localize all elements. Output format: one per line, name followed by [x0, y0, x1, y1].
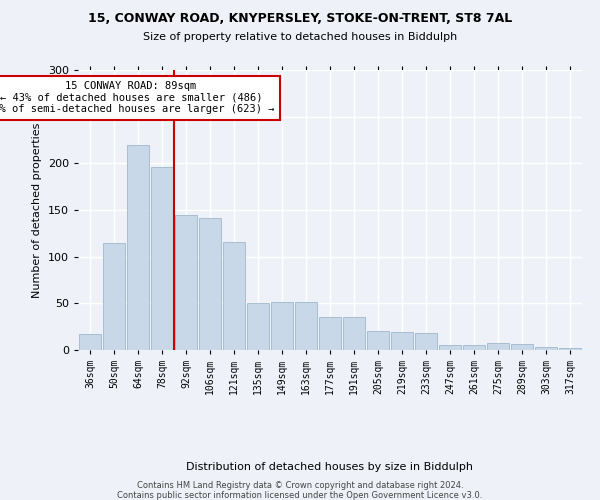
Bar	[247, 304, 269, 350]
Bar	[367, 332, 389, 350]
Text: 15 CONWAY ROAD: 89sqm
← 43% of detached houses are smaller (486)
55% of semi-det: 15 CONWAY ROAD: 89sqm ← 43% of detached …	[0, 81, 275, 114]
Bar	[103, 242, 125, 350]
Bar	[151, 167, 173, 350]
Text: Distribution of detached houses by size in Biddulph: Distribution of detached houses by size …	[187, 462, 473, 472]
Bar	[127, 144, 149, 350]
Bar	[487, 342, 509, 350]
Bar	[391, 332, 413, 350]
Text: Contains HM Land Registry data © Crown copyright and database right 2024.: Contains HM Land Registry data © Crown c…	[137, 481, 463, 490]
Bar	[295, 302, 317, 350]
Text: Size of property relative to detached houses in Biddulph: Size of property relative to detached ho…	[143, 32, 457, 42]
Y-axis label: Number of detached properties: Number of detached properties	[32, 122, 42, 298]
Bar	[223, 242, 245, 350]
Bar	[559, 348, 581, 350]
Bar	[175, 214, 197, 350]
Bar	[535, 347, 557, 350]
Text: Contains public sector information licensed under the Open Government Licence v3: Contains public sector information licen…	[118, 491, 482, 500]
Bar	[343, 318, 365, 350]
Bar	[271, 302, 293, 350]
Text: 15, CONWAY ROAD, KNYPERSLEY, STOKE-ON-TRENT, ST8 7AL: 15, CONWAY ROAD, KNYPERSLEY, STOKE-ON-TR…	[88, 12, 512, 26]
Bar	[511, 344, 533, 350]
Bar	[79, 334, 101, 350]
Bar	[199, 218, 221, 350]
Bar	[463, 346, 485, 350]
Bar	[415, 333, 437, 350]
Bar	[439, 346, 461, 350]
Bar	[319, 318, 341, 350]
